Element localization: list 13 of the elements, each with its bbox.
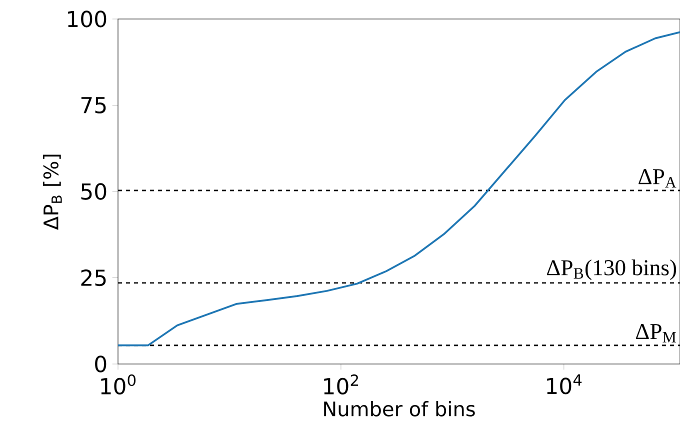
ref-line-label: ΔP$_{B}$(130 bins) (546, 259, 676, 280)
x-axis-title: Number of bins (324, 401, 475, 416)
ref-line-label: ΔP$_{M}$ (636, 324, 676, 342)
y-tick-label: 100 (68, 10, 106, 28)
y-tick-label: 50 (81, 183, 106, 200)
y-tick-label: 0 (95, 356, 106, 372)
x-tick-label: 10$^{2}$ (324, 374, 358, 395)
ref-line-label: ΔP$_{A}$ (638, 169, 676, 188)
x-tick-label: 10$^{0}$ (101, 374, 136, 395)
y-tick-label: 25 (81, 269, 106, 286)
y-tick-label: 75 (81, 97, 106, 114)
x-tick-label: 10$^{4}$ (547, 374, 582, 394)
y-axis-title: ΔP$_{B}$ [%] (43, 154, 62, 230)
